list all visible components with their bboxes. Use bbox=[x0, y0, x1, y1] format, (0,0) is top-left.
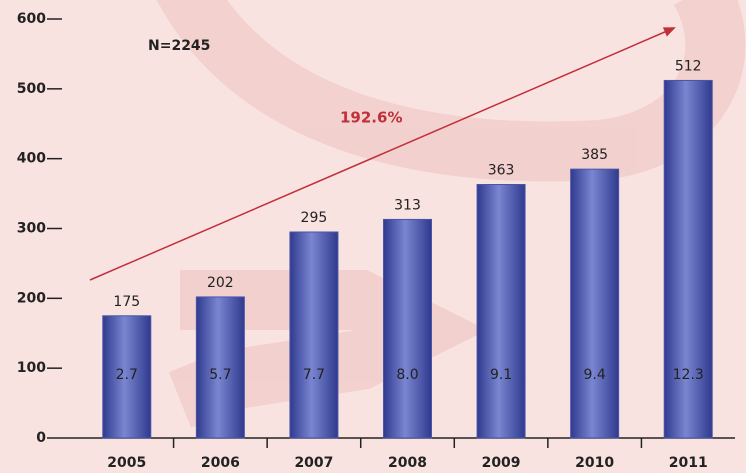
x-tick-label: 2006 bbox=[201, 455, 240, 471]
x-tick-label: 2009 bbox=[482, 455, 521, 471]
inner-label: 9.4 bbox=[584, 367, 606, 383]
bar bbox=[290, 232, 338, 438]
x-tick-label: 2008 bbox=[388, 455, 427, 471]
annotation: 192.6% bbox=[340, 109, 402, 127]
inner-label: 8.0 bbox=[396, 367, 418, 383]
data-label: 512 bbox=[675, 58, 702, 74]
data-label: 175 bbox=[113, 294, 140, 310]
y-tick-label: 500 bbox=[17, 81, 46, 97]
y-tick-label: 200 bbox=[17, 290, 46, 306]
inner-label: 2.7 bbox=[116, 367, 138, 383]
bar bbox=[384, 219, 432, 438]
data-label: 385 bbox=[581, 147, 608, 163]
y-tick-label: 100 bbox=[17, 360, 46, 376]
y-tick-label: 600 bbox=[17, 11, 46, 27]
data-label: 295 bbox=[301, 210, 328, 226]
x-tick-label: 2010 bbox=[575, 455, 614, 471]
x-tick-label: 2011 bbox=[669, 455, 708, 471]
inner-label: 9.1 bbox=[490, 367, 512, 383]
annotation: N=2245 bbox=[148, 38, 210, 54]
data-label: 363 bbox=[488, 163, 515, 179]
bar bbox=[571, 169, 619, 438]
x-tick-label: 2007 bbox=[294, 455, 333, 471]
inner-label: 7.7 bbox=[303, 367, 325, 383]
bar bbox=[664, 80, 712, 438]
data-label: 202 bbox=[207, 275, 234, 291]
x-tick-label: 2005 bbox=[107, 455, 146, 471]
y-tick-label: 400 bbox=[17, 151, 46, 167]
inner-label: 12.3 bbox=[673, 367, 704, 383]
y-tick-label: 0 bbox=[36, 430, 46, 446]
data-label: 313 bbox=[394, 197, 421, 213]
inner-label: 5.7 bbox=[209, 367, 231, 383]
y-tick-label: 300 bbox=[17, 221, 46, 237]
chart: 0 100 200 300 400 500 600 N=2245 192.6% 2005 175 2.… bbox=[0, 0, 746, 473]
bar bbox=[477, 185, 525, 438]
